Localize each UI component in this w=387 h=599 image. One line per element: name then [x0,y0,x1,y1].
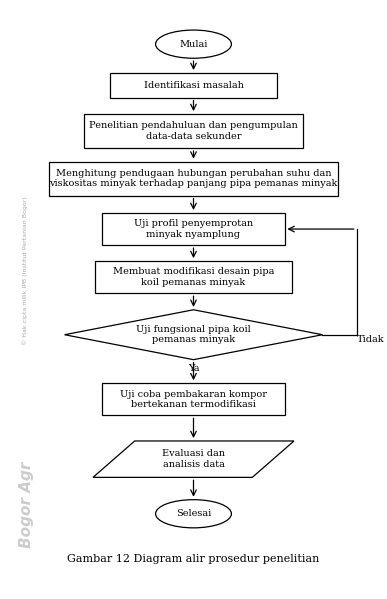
Ellipse shape [156,500,231,528]
Text: Mulai: Mulai [179,40,208,49]
Polygon shape [93,441,294,477]
Text: Uji fungsional pipa koil
pemanas minyak: Uji fungsional pipa koil pemanas minyak [136,325,251,344]
Text: Bogor Agr: Bogor Agr [19,462,34,548]
Text: Identifikasi masalah: Identifikasi masalah [144,81,243,90]
Bar [95,261,292,294]
Text: © Hak cipta milik IPB (Institut Pertanian Bogor): © Hak cipta milik IPB (Institut Pertania… [22,196,27,344]
Text: Membuat modifikasi desain pipa
koil pemanas minyak: Membuat modifikasi desain pipa koil pema… [113,268,274,287]
Polygon shape [65,310,322,359]
Bar [110,73,277,98]
Text: Menghitung pendugaan hubungan perubahan suhu dan
viskositas minyak terhadap panj: Menghitung pendugaan hubungan perubahan … [49,169,338,188]
Bar [103,383,284,416]
Bar [103,213,284,245]
Text: Ya: Ya [188,364,199,373]
Bar [84,114,303,148]
Text: Selesai: Selesai [176,509,211,518]
Text: Gambar 12 Diagram alir prosedur penelitian: Gambar 12 Diagram alir prosedur peneliti… [67,554,320,564]
Bar [50,162,337,196]
Text: Uji profil penyemprotan
minyak nyamplung: Uji profil penyemprotan minyak nyamplung [134,219,253,239]
Ellipse shape [156,30,231,58]
Text: Evaluasi dan
analisis data: Evaluasi dan analisis data [162,449,225,469]
Text: Uji coba pembakaran kompor
bertekanan termodifikasi: Uji coba pembakaran kompor bertekanan te… [120,389,267,409]
Text: Tidak: Tidak [356,335,384,344]
Text: Penelitian pendahuluan dan pengumpulan
data-data sekunder: Penelitian pendahuluan dan pengumpulan d… [89,122,298,141]
